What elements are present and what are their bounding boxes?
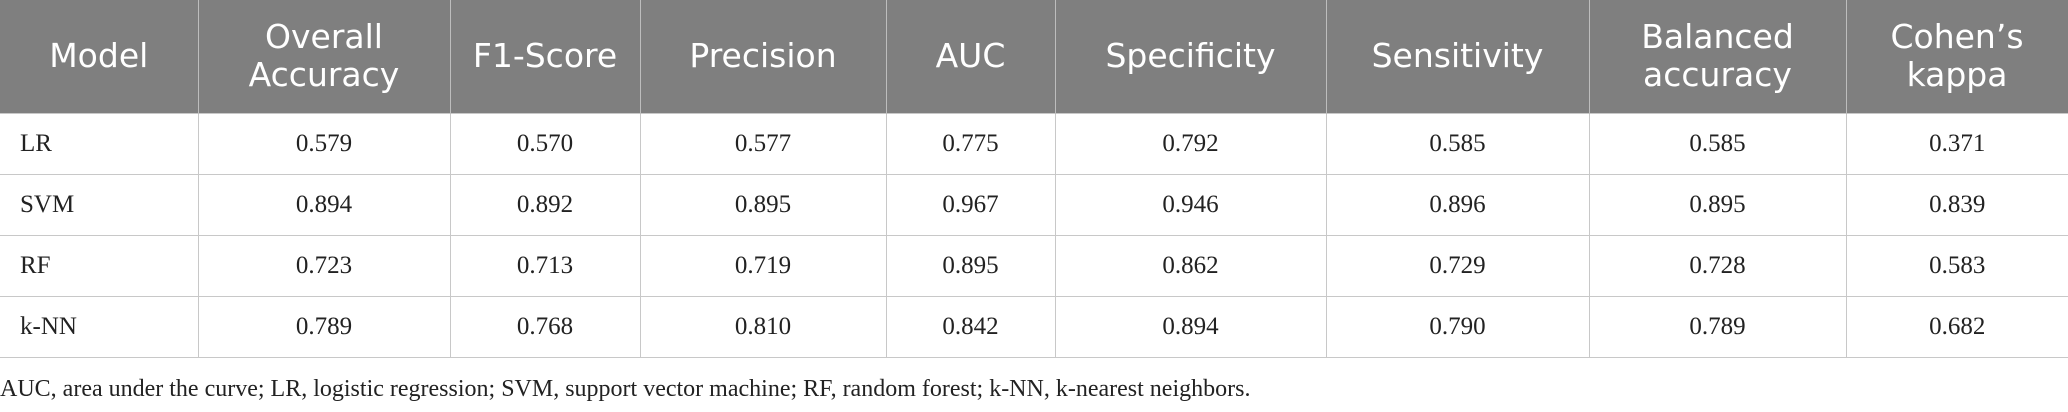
metric-cell: 0.895 bbox=[639, 173, 887, 236]
metric-cell: 0.583 bbox=[1845, 234, 2068, 297]
table-row: RF 0.723 0.713 0.719 0.895 0.862 0.729 0.728 0.5… bbox=[0, 234, 2068, 297]
column-header: Specificity bbox=[1055, 0, 1327, 113]
metric-cell: 0.728 bbox=[1588, 234, 1847, 297]
model-name: LR bbox=[0, 112, 199, 175]
metric-cell: 0.768 bbox=[449, 295, 641, 358]
model-name: RF bbox=[0, 234, 199, 297]
metric-cell: 0.839 bbox=[1845, 173, 2068, 236]
column-header: Balanced accuracy bbox=[1589, 0, 1847, 113]
metric-cell: 0.585 bbox=[1588, 112, 1847, 175]
metric-cell: 0.775 bbox=[885, 112, 1056, 175]
footnote: AUC, area under the curve; LR, logistic … bbox=[0, 376, 1251, 402]
metric-cell: 0.713 bbox=[449, 234, 641, 297]
results-table: Model Overall Accuracy F1-Score Precision AU… bbox=[0, 0, 2068, 358]
metric-cell: 0.792 bbox=[1054, 112, 1327, 175]
metric-cell: 0.946 bbox=[1054, 173, 1327, 236]
metric-cell: 0.894 bbox=[1054, 295, 1327, 358]
column-header: AUC bbox=[886, 0, 1056, 113]
metric-cell: 0.570 bbox=[449, 112, 641, 175]
table-row: k-NN 0.789 0.768 0.810 0.842 0.894 0.790 0.789 0… bbox=[0, 295, 2068, 358]
metric-cell: 0.789 bbox=[197, 295, 451, 358]
metric-cell: 0.577 bbox=[639, 112, 887, 175]
metric-cell: 0.842 bbox=[885, 295, 1056, 358]
metric-cell: 0.862 bbox=[1054, 234, 1327, 297]
column-header: F1-Score bbox=[450, 0, 641, 113]
metric-cell: 0.579 bbox=[197, 112, 451, 175]
metric-cell: 0.810 bbox=[639, 295, 887, 358]
model-name: SVM bbox=[0, 173, 199, 236]
metric-cell: 0.790 bbox=[1325, 295, 1590, 358]
metric-cell: 0.719 bbox=[639, 234, 887, 297]
column-header: Cohen’s kappa bbox=[1846, 0, 2068, 113]
metric-cell: 0.729 bbox=[1325, 234, 1590, 297]
metric-cell: 0.789 bbox=[1588, 295, 1847, 358]
metric-cell: 0.682 bbox=[1845, 295, 2068, 358]
model-name: k-NN bbox=[0, 295, 199, 358]
metric-cell: 0.894 bbox=[197, 173, 451, 236]
metric-cell: 0.896 bbox=[1325, 173, 1590, 236]
metric-cell: 0.895 bbox=[1588, 173, 1847, 236]
metric-cell: 0.371 bbox=[1845, 112, 2068, 175]
column-header: Precision bbox=[640, 0, 887, 113]
metric-cell: 0.967 bbox=[885, 173, 1056, 236]
column-header: Model bbox=[0, 0, 199, 113]
table-row: LR 0.579 0.570 0.577 0.775 0.792 0.585 0.585 0.3… bbox=[0, 112, 2068, 175]
table-body: LR 0.579 0.570 0.577 0.775 0.792 0.585 0.585 0.3… bbox=[0, 112, 2068, 358]
header-row: Model Overall Accuracy F1-Score Precision AU… bbox=[0, 0, 2068, 113]
table-row: SVM 0.894 0.892 0.895 0.967 0.946 0.896 0.895 0.… bbox=[0, 173, 2068, 236]
metric-cell: 0.585 bbox=[1325, 112, 1590, 175]
metric-cell: 0.723 bbox=[197, 234, 451, 297]
metric-cell: 0.892 bbox=[449, 173, 641, 236]
column-header: Overall Accuracy bbox=[198, 0, 451, 113]
column-header: Sensitivity bbox=[1326, 0, 1590, 113]
metric-cell: 0.895 bbox=[885, 234, 1056, 297]
